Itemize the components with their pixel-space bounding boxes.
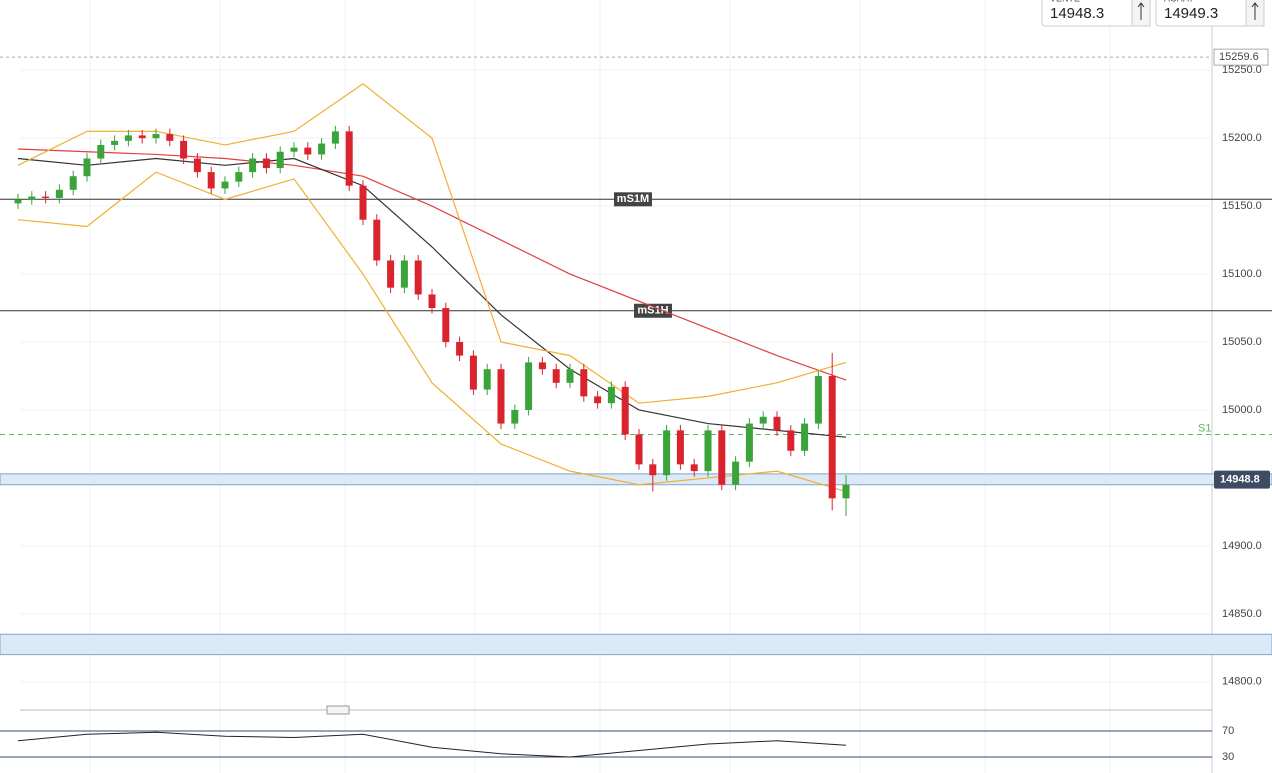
candle-body [221,181,229,189]
zone [0,473,1272,486]
candle-body [166,134,174,141]
y-tick-label: 15050.0 [1222,336,1262,348]
candle-body [42,196,50,198]
quote-caption: ACHAT [1164,0,1194,3]
top-marker-label: 15259.6 [1219,51,1259,63]
candle-body [318,143,326,155]
candle-body [111,140,119,145]
candle-body [428,294,436,309]
candle-body [773,416,781,431]
candle-body [718,430,726,485]
rsi-tick-label: 30 [1222,751,1234,763]
candle-body [55,189,63,198]
candle-body [842,484,850,499]
zone [0,633,1272,656]
candle-body [497,369,505,424]
candle-body [345,131,353,186]
candle-body [704,430,712,472]
candle-body [442,308,450,343]
quote-arrow [1251,2,1259,20]
candle-body [580,369,588,397]
candle-body [387,260,395,288]
candle-body [373,219,381,261]
candle-body [814,376,822,424]
candle-body [235,172,243,182]
candle-body [690,464,698,472]
y-tick-label: 15100.0 [1222,268,1262,280]
quote-arrow [1137,2,1145,20]
candle-body [290,147,298,152]
candle-body [649,464,657,476]
candle-body [276,151,284,169]
level-tag [634,303,672,318]
support-label: S1 [1198,422,1211,434]
top-marker-box [1213,48,1269,66]
candle-body [525,362,533,410]
candle-body [801,423,809,451]
candle-body [83,158,91,177]
candle-body [621,386,629,435]
overlay-line [17,148,847,381]
y-tick-label: 15250.0 [1222,64,1262,76]
candle-body [732,461,740,485]
level-label: mS1H [637,305,668,317]
candle-body [759,416,767,424]
candle-body [469,355,477,390]
y-tick-label: 15150.0 [1222,200,1262,212]
candle-body [594,396,602,404]
candle-body [552,369,560,383]
candle-body [635,434,643,465]
candle-body [676,430,684,465]
candle-body [663,430,671,476]
candle-body [152,134,160,139]
candle-body [456,342,464,356]
last-price-label: 14948.8 [1220,473,1260,485]
candle-body [262,158,270,169]
resize-handle[interactable] [326,705,350,715]
rsi-tick-label: 70 [1222,725,1234,737]
candle-body [359,185,367,220]
candle-body [193,158,201,173]
level-label: mS1M [617,193,649,205]
candle-body [787,430,795,451]
candle-body [249,158,257,173]
candle-body [828,376,836,499]
candle-body [138,135,146,139]
candle-body [483,369,491,390]
candle-body [400,260,408,288]
candle-body [566,369,574,383]
last-price-box [1214,470,1270,489]
candle-body [745,423,753,462]
level-tag [614,192,652,207]
overlay-line [17,157,847,438]
overlay-line [17,171,847,493]
candle-body [607,386,615,404]
quote-value: 14949.3 [1164,5,1218,22]
candle-body [511,409,519,424]
y-tick-label: 14850.0 [1222,608,1262,620]
candle-body [97,144,105,159]
candle-body [180,140,188,159]
y-tick-label: 14800.0 [1222,676,1262,688]
candle-body [331,131,339,144]
candle-body [414,260,422,295]
y-tick-label: 14900.0 [1222,540,1262,552]
candle-body [207,172,215,189]
rsi-line [17,731,847,758]
candle-body [538,362,546,370]
quote-caption: VENTE [1050,0,1080,3]
candle-body [124,135,132,141]
candle-body [28,196,36,200]
quote-value: 14948.3 [1050,5,1104,22]
candle-body [14,199,22,204]
candle-body [69,176,77,190]
y-tick-label: 15000.0 [1222,404,1262,416]
candle-body [304,147,312,155]
y-tick-label: 15200.0 [1222,132,1262,144]
